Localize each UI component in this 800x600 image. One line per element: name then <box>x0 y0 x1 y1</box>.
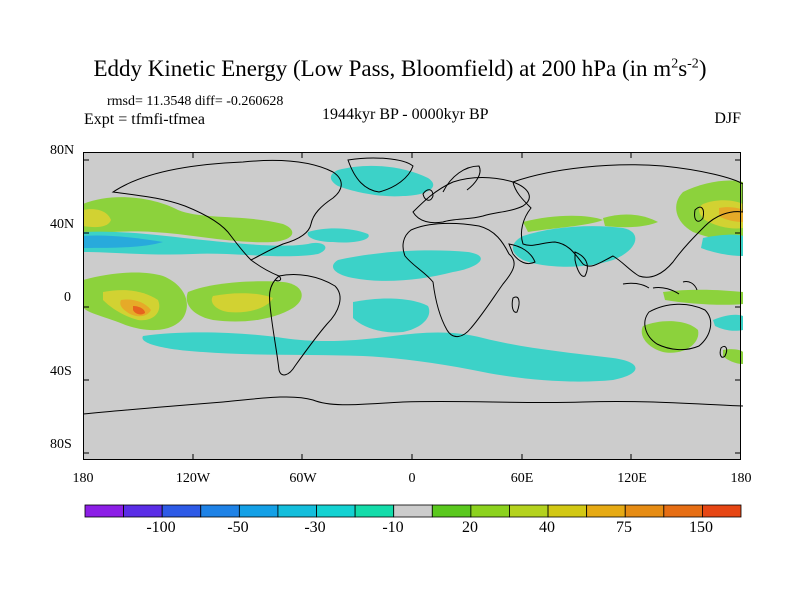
fill-north-pacific-yellow <box>83 209 111 228</box>
colorbar-swatch <box>509 504 549 518</box>
lon-label-0: 0 <box>408 471 416 486</box>
colorbar-label-40: 40 <box>539 519 555 536</box>
lon-label-120w: 120W <box>175 471 211 486</box>
colorbar-swatch <box>431 504 472 518</box>
fill-equatorial-pacific-red <box>133 306 145 315</box>
colorbar-label-neg10: -10 <box>382 519 404 536</box>
colorbar-swatch <box>393 504 433 518</box>
colorbar <box>84 504 742 518</box>
fill-asia-green <box>603 214 658 228</box>
fill-southern-cyan-band <box>142 332 636 382</box>
period-label: 1944kyr BP - 0000kyr BP <box>322 106 489 123</box>
lon-label-180e: 180 <box>730 471 752 486</box>
fill-pacific-deep-cyan <box>83 235 163 248</box>
lon-label-60w: 60W <box>289 471 317 486</box>
colorbar-swatch <box>470 504 510 518</box>
colorbar-swatch <box>354 504 395 518</box>
fill-south-pacific-cyan <box>713 314 743 331</box>
season-label: DJF <box>714 110 741 127</box>
colorbar-swatch <box>200 504 240 518</box>
lat-label-80n: 80N <box>50 143 75 158</box>
coastlines <box>83 157 743 415</box>
coast-north-america <box>111 160 342 261</box>
colorbar-swatch <box>586 504 626 518</box>
colorbar-swatch <box>238 504 279 518</box>
stats-line: rmsd= 11.3548 diff= -0.260628 <box>107 94 284 109</box>
coast-india <box>574 251 588 277</box>
title-sup-2: -2 <box>687 56 699 72</box>
fill-pacific-cyan-band <box>83 231 326 257</box>
colorbar-label-150: 150 <box>689 519 713 536</box>
coast-japan <box>694 206 704 222</box>
coast-indonesia <box>622 281 698 295</box>
colorbar-swatch <box>663 504 703 518</box>
lon-label-120e: 120E <box>617 471 647 486</box>
fill-atlantic-africa-cyan <box>333 250 481 281</box>
coast-antarctica <box>83 396 743 415</box>
colorbar-swatch <box>624 504 665 518</box>
colorbar-swatch <box>123 504 163 518</box>
fill-indonesia-green <box>663 289 743 305</box>
anomaly-fills <box>83 165 743 382</box>
fill-north-atlantic-cyan <box>330 165 434 197</box>
coast-new-zealand <box>719 345 728 358</box>
coast-scandinavia <box>442 165 481 193</box>
lat-label-40s: 40S <box>50 364 72 379</box>
coast-australia <box>644 303 712 351</box>
colorbar-label-neg100: -100 <box>146 519 176 536</box>
title-unit-s: s <box>678 56 688 81</box>
coast-greenland <box>347 157 414 193</box>
colorbar-swatch <box>547 504 588 518</box>
fill-nw-pacific-orange <box>719 207 743 222</box>
coast-south-america <box>268 273 341 376</box>
eke-map <box>83 152 743 460</box>
fill-sw-pacific-green <box>723 349 743 364</box>
coast-uk <box>422 189 434 201</box>
colorbar-label-75: 75 <box>616 519 632 536</box>
colorbar-swatch <box>161 504 202 518</box>
colorbar-swatch <box>702 504 742 518</box>
lon-label-60e: 60E <box>510 471 534 486</box>
colorbar-swatch <box>277 504 317 518</box>
colorbar-swatch <box>84 504 124 518</box>
map-title: Eddy Kinetic Energy (Low Pass, Bloomfiel… <box>0 56 800 82</box>
lat-label-80s: 80S <box>50 437 72 452</box>
lat-label-40n: 40N <box>50 217 75 232</box>
colorbar-label-20: 20 <box>462 519 478 536</box>
title-end: ) <box>698 56 707 81</box>
fill-south-atlantic-cyan <box>353 298 430 333</box>
lat-label-0: 0 <box>64 290 71 305</box>
fill-nw-pacific-cyan <box>701 234 743 256</box>
colorbar-label-neg50: -50 <box>227 519 249 536</box>
tick-marks <box>83 152 741 460</box>
colorbar-swatch <box>316 504 356 518</box>
fill-south-america-yellow <box>211 293 273 313</box>
coast-madagascar <box>511 296 520 313</box>
fill-atlantic-cyan-small <box>307 228 369 243</box>
coast-arabia <box>508 243 536 265</box>
colorbar-label-neg30: -30 <box>304 519 326 536</box>
title-text: Eddy Kinetic Energy (Low Pass, Bloomfiel… <box>93 56 672 81</box>
coast-africa <box>402 222 515 337</box>
experiment-label: Expt = tfmfi-tfmea <box>84 111 205 128</box>
fill-india-cyan <box>512 226 636 267</box>
coast-europe <box>412 177 530 224</box>
fill-australia-green <box>641 321 699 353</box>
coast-asia <box>512 164 743 278</box>
fill-north-pacific-green <box>83 197 293 243</box>
lon-label-180w: 180 <box>72 471 94 486</box>
title-sup-1: 2 <box>671 56 679 72</box>
fill-middle-east-green <box>523 215 603 232</box>
